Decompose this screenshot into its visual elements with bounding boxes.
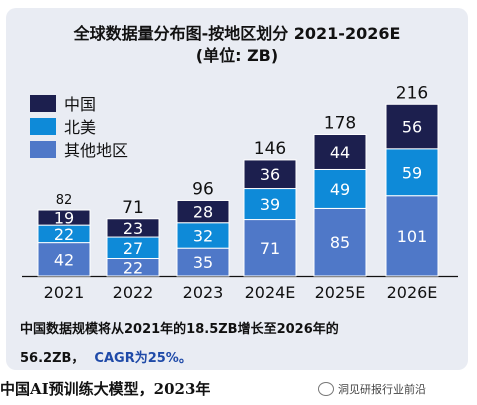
bar-segment-china-2022 xyxy=(106,218,160,238)
category-label-2024E: 2024E xyxy=(245,283,296,302)
chart-title: 全球数据量分布图-按地区划分 2021-2026E xyxy=(73,24,401,43)
data-label-china-2022: 23 xyxy=(123,219,143,238)
data-label-china-2021: 19 xyxy=(54,209,74,228)
data-label-north-america-2025E: 49 xyxy=(330,180,350,199)
bar-segment-other-2026E xyxy=(385,195,439,277)
total-label-2022: 71 xyxy=(122,198,144,218)
bar-segment-china-2024E xyxy=(243,159,297,190)
legend-swatch-other xyxy=(30,140,56,158)
data-label-north-america-2024E: 39 xyxy=(260,195,280,214)
legend-label-china: 中国 xyxy=(64,95,97,114)
data-label-north-america-2026E: 59 xyxy=(402,163,422,182)
bar-segment-other-2021 xyxy=(37,242,91,277)
data-label-north-america-2022: 27 xyxy=(123,239,143,258)
data-label-china-2023: 28 xyxy=(193,203,213,222)
data-label-china-2025E: 44 xyxy=(330,143,350,162)
bar-segment-china-2023 xyxy=(176,199,230,224)
bar-segment-other-2025E xyxy=(313,207,367,277)
watermark: 洞见研报行业前沿 xyxy=(318,381,426,397)
category-label-2023: 2023 xyxy=(183,283,224,302)
bar-segment-north-america-2024E xyxy=(243,188,297,221)
data-label-other-2025E: 85 xyxy=(330,233,350,252)
summary-cagr: CAGR为25%。 xyxy=(94,351,192,366)
total-label-2025E: 178 xyxy=(324,113,356,133)
legend-swatch-china xyxy=(30,94,56,112)
data-label-china-2024E: 36 xyxy=(260,165,280,184)
category-label-2026E: 2026E xyxy=(387,283,438,302)
summary-line-1: 中国数据规模将从2021年的18.5ZB增长至2026年的 xyxy=(20,322,339,337)
watermark-label: 洞见研报行业前沿 xyxy=(338,383,426,396)
total-label-2026E: 216 xyxy=(396,83,428,103)
data-label-north-america-2023: 32 xyxy=(193,226,213,245)
legend-item-north-america: 北美 xyxy=(30,115,128,137)
data-label-china-2026E: 56 xyxy=(402,118,422,137)
bar-segment-north-america-2026E xyxy=(385,148,439,197)
bar-segment-north-america-2025E xyxy=(313,168,367,209)
data-label-other-2021: 42 xyxy=(54,250,74,269)
data-label-other-2026E: 101 xyxy=(397,227,428,246)
legend: 中国 北美 其他地区 xyxy=(30,92,128,161)
category-label-2022: 2022 xyxy=(113,283,154,302)
bar-segment-other-2023 xyxy=(176,247,230,277)
data-label-other-2023: 35 xyxy=(193,253,213,272)
legend-label-other: 其他地区 xyxy=(64,141,129,160)
bar-segment-china-2021 xyxy=(37,209,91,226)
summary-line-2: 56.2ZB， CAGR为25%。 xyxy=(20,347,192,366)
legend-item-china: 中国 xyxy=(30,92,128,114)
wechat-icon xyxy=(318,382,334,396)
legend-label-north-america: 北美 xyxy=(64,118,97,137)
data-label-north-america-2021: 22 xyxy=(54,225,74,244)
data-label-other-2022: 22 xyxy=(123,258,143,277)
bar-segment-china-2025E xyxy=(313,133,367,170)
summary-value: 56.2ZB， xyxy=(20,351,85,366)
footer-caption: 中国AI预训练大模型，2023年 xyxy=(0,380,211,398)
data-label-other-2024E: 71 xyxy=(260,239,280,258)
category-label-2021: 2021 xyxy=(44,283,85,302)
category-label-2025E: 2025E xyxy=(315,283,366,302)
total-label-2023: 96 xyxy=(192,179,214,199)
legend-swatch-north-america xyxy=(30,117,56,135)
bar-segment-china-2026E xyxy=(385,103,439,150)
chart-unit: (单位: ZB) xyxy=(195,46,279,65)
total-label-2024E: 146 xyxy=(254,139,286,159)
total-label-2021: 82 xyxy=(56,193,73,208)
legend-item-other: 其他地区 xyxy=(30,138,128,160)
